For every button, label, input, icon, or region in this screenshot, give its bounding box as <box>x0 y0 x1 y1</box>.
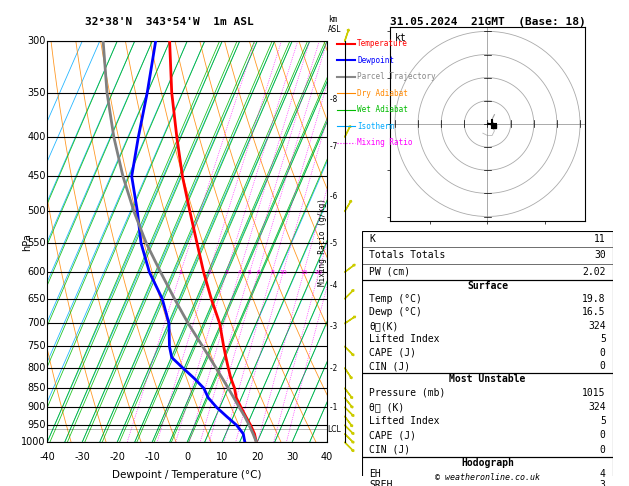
Text: -5: -5 <box>328 239 338 248</box>
Text: Mixing Ratio: Mixing Ratio <box>357 139 413 147</box>
Text: Pressure (mb): Pressure (mb) <box>369 388 445 398</box>
Text: Dewp (°C): Dewp (°C) <box>369 308 422 317</box>
Text: 19.8: 19.8 <box>582 294 606 304</box>
Text: 5: 5 <box>600 416 606 426</box>
Text: CAPE (J): CAPE (J) <box>369 348 416 358</box>
Text: 0: 0 <box>600 445 606 454</box>
Text: 25: 25 <box>327 270 335 275</box>
Text: Dewpoint / Temperature (°C): Dewpoint / Temperature (°C) <box>113 470 262 480</box>
Text: 11: 11 <box>594 234 606 244</box>
Text: 800: 800 <box>28 363 46 373</box>
Text: -7: -7 <box>328 142 338 152</box>
Text: 1015: 1015 <box>582 388 606 398</box>
Text: 750: 750 <box>27 342 46 351</box>
Text: 2: 2 <box>207 270 211 275</box>
Text: 324: 324 <box>588 321 606 331</box>
Text: Parcel Trajectory: Parcel Trajectory <box>357 72 436 81</box>
Text: 850: 850 <box>27 383 46 393</box>
Text: 31.05.2024  21GMT  (Base: 18): 31.05.2024 21GMT (Base: 18) <box>389 17 586 27</box>
Text: 3: 3 <box>225 270 228 275</box>
Text: 1: 1 <box>179 270 182 275</box>
Text: 350: 350 <box>27 87 46 98</box>
Text: Lifted Index: Lifted Index <box>369 416 440 426</box>
Text: 950: 950 <box>27 420 46 430</box>
Text: 5: 5 <box>600 334 606 345</box>
Text: 16.5: 16.5 <box>582 308 606 317</box>
Text: 20: 20 <box>315 270 323 275</box>
Text: 0: 0 <box>600 348 606 358</box>
Text: 4: 4 <box>237 270 242 275</box>
Text: 0: 0 <box>184 452 190 462</box>
Text: 300: 300 <box>28 36 46 46</box>
Bar <box>362 231 613 280</box>
Text: 500: 500 <box>27 207 46 216</box>
Text: Surface: Surface <box>467 281 508 291</box>
Text: -8: -8 <box>328 95 338 104</box>
Text: Wet Adiabat: Wet Adiabat <box>357 105 408 114</box>
Text: 600: 600 <box>28 267 46 277</box>
Text: K: K <box>369 234 375 244</box>
Text: SREH: SREH <box>369 480 392 486</box>
Text: CAPE (J): CAPE (J) <box>369 430 416 440</box>
Text: -40: -40 <box>39 452 55 462</box>
Text: 10: 10 <box>279 270 287 275</box>
Text: Most Unstable: Most Unstable <box>449 374 526 384</box>
Text: 10: 10 <box>216 452 228 462</box>
Text: 5: 5 <box>248 270 252 275</box>
Text: hPa: hPa <box>23 233 33 251</box>
Text: -6: -6 <box>328 192 338 201</box>
Text: Dewpoint: Dewpoint <box>357 56 394 65</box>
Text: 4: 4 <box>600 469 606 479</box>
Text: -1: -1 <box>328 403 338 413</box>
Text: Mixing Ratio (g/kg): Mixing Ratio (g/kg) <box>318 198 326 286</box>
Text: 550: 550 <box>27 238 46 248</box>
Text: 324: 324 <box>588 402 606 412</box>
Text: kt: kt <box>395 33 407 43</box>
Text: Lifted Index: Lifted Index <box>369 334 440 345</box>
Text: 3: 3 <box>600 480 606 486</box>
Text: 0: 0 <box>600 362 606 371</box>
Text: θᴇ (K): θᴇ (K) <box>369 402 404 412</box>
Text: 2.02: 2.02 <box>582 267 606 277</box>
Text: EH: EH <box>369 469 381 479</box>
Text: 6: 6 <box>257 270 260 275</box>
Text: LCL: LCL <box>327 425 341 434</box>
Text: 20: 20 <box>251 452 264 462</box>
Text: Hodograph: Hodograph <box>461 458 514 468</box>
Bar <box>362 457 613 486</box>
Text: 400: 400 <box>28 132 46 142</box>
Text: 15: 15 <box>300 270 308 275</box>
Text: PW (cm): PW (cm) <box>369 267 410 277</box>
Text: Temp (°C): Temp (°C) <box>369 294 422 304</box>
Text: Isotherm: Isotherm <box>357 122 394 131</box>
Text: -2: -2 <box>328 364 338 373</box>
Text: Dry Adiabat: Dry Adiabat <box>357 89 408 98</box>
Text: -30: -30 <box>74 452 90 462</box>
Text: CIN (J): CIN (J) <box>369 445 410 454</box>
Text: -4: -4 <box>328 281 338 290</box>
Text: 900: 900 <box>28 402 46 412</box>
Text: © weatheronline.co.uk: © weatheronline.co.uk <box>435 473 540 482</box>
Text: 650: 650 <box>27 294 46 304</box>
Text: 40: 40 <box>321 452 333 462</box>
Text: -10: -10 <box>144 452 160 462</box>
Text: -3: -3 <box>328 322 338 331</box>
Text: km
ASL: km ASL <box>328 16 342 34</box>
Bar <box>362 280 613 373</box>
Text: Totals Totals: Totals Totals <box>369 250 445 260</box>
Text: θᴇ(K): θᴇ(K) <box>369 321 399 331</box>
Text: 30: 30 <box>286 452 298 462</box>
Text: Temperature: Temperature <box>357 39 408 48</box>
Bar <box>362 373 613 457</box>
Text: 700: 700 <box>27 318 46 329</box>
Text: -20: -20 <box>109 452 125 462</box>
Text: CIN (J): CIN (J) <box>369 362 410 371</box>
Text: 30: 30 <box>594 250 606 260</box>
Text: 32°38'N  343°54'W  1m ASL: 32°38'N 343°54'W 1m ASL <box>86 17 254 27</box>
Text: 8: 8 <box>270 270 274 275</box>
Text: 450: 450 <box>27 172 46 181</box>
Text: 1000: 1000 <box>21 437 46 447</box>
Text: 0: 0 <box>600 430 606 440</box>
